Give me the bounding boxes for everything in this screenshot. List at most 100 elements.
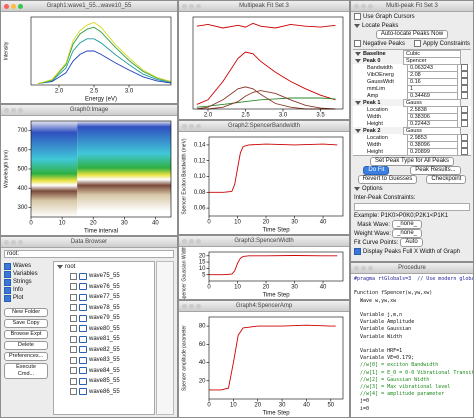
- title-bar[interactable]: Graph1:wave1_55...wave10_55: [1, 1, 177, 12]
- checkbox[interactable]: [354, 248, 361, 255]
- disclosure[interactable]: [355, 58, 361, 63]
- wave-name: wave75_55: [89, 273, 120, 280]
- title-bar[interactable]: Graph2:SpencerBandwidth: [179, 121, 349, 132]
- y-tick-label: 20: [199, 253, 206, 259]
- button[interactable]: Auto-locate Peaks Now: [375, 30, 449, 39]
- checkbox[interactable]: [70, 367, 77, 375]
- text-input[interactable]: [354, 202, 470, 211]
- graph-window[interactable]: Graph1:wave1_55...wave10_55 2.0 2.5 3.0 Ene…: [0, 0, 178, 104]
- hold-checkbox[interactable]: [461, 148, 468, 155]
- button[interactable]: Do Fit: [363, 166, 390, 175]
- hold-checkbox[interactable]: [461, 106, 468, 113]
- checkbox[interactable]: [70, 293, 77, 301]
- checkbox[interactable]: [4, 262, 11, 270]
- graph-window[interactable]: Graph2:SpencerBandwidth 0 10 20 30 40 0.06 0.0…: [178, 120, 350, 235]
- disclosure[interactable]: [354, 186, 360, 191]
- button[interactable]: New Folder: [4, 308, 48, 317]
- title-bar[interactable]: Multipeak Fit Set 3: [179, 1, 349, 12]
- checkbox[interactable]: [4, 270, 11, 278]
- option-row: Variables: [4, 270, 50, 278]
- hold-checkbox[interactable]: [461, 78, 468, 85]
- checkbox[interactable]: [70, 346, 77, 354]
- label: Fit Curve Points:: [354, 239, 399, 246]
- param-value[interactable]: 0.20899: [407, 147, 458, 156]
- button[interactable]: Save Copy: [4, 319, 48, 328]
- button[interactable]: Peak Results...: [410, 166, 461, 175]
- hold-checkbox[interactable]: [461, 64, 468, 71]
- button[interactable]: Execute Cmd...: [4, 363, 48, 379]
- code-editor[interactable]: #pragma rtGlobals=3 // Use modern global…: [351, 274, 473, 415]
- wave-row[interactable]: wave82_55: [54, 345, 154, 356]
- code-line: Variable HRF=1: [354, 347, 403, 354]
- checkbox[interactable]: [4, 294, 11, 302]
- wave-row[interactable]: wave80_55: [54, 324, 154, 335]
- hold-checkbox[interactable]: [461, 71, 468, 78]
- wave-row[interactable]: wave79_55: [54, 313, 154, 324]
- wave-row[interactable]: wave77_55: [54, 292, 154, 303]
- menu-button[interactable]: Set Peak Type for All Peaks: [370, 157, 454, 166]
- x-tick-label: 30: [279, 403, 286, 409]
- popup[interactable]: _none_: [392, 220, 423, 229]
- wave-row[interactable]: wave78_55: [54, 303, 154, 314]
- window-title: Graph0:Image: [69, 107, 109, 113]
- graph-window[interactable]: Graph3:SpencerWidth 0 10 20 30 40 5 10 15 20 Time…: [178, 235, 350, 300]
- button[interactable]: Preferences...: [4, 352, 48, 361]
- title-bar[interactable]: Graph4:SpencerAmp: [179, 301, 349, 312]
- checkbox[interactable]: [4, 278, 11, 286]
- wave-row[interactable]: wave85_55: [54, 376, 154, 387]
- wave-row[interactable]: wave86_55: [54, 387, 154, 398]
- title-bar[interactable]: Data Browser: [1, 237, 177, 248]
- wave-row[interactable]: wave81_55: [54, 334, 154, 345]
- checkbox[interactable]: [70, 388, 77, 396]
- fit-panel[interactable]: Multi-peak Fit Set 3 Use Graph Cursors L…: [350, 0, 474, 262]
- disclosure[interactable]: [355, 128, 361, 133]
- checkbox[interactable]: [70, 377, 77, 385]
- disclosure[interactable]: [354, 23, 360, 28]
- button[interactable]: Revert to Guesses: [357, 175, 418, 184]
- hold-checkbox[interactable]: [461, 120, 468, 127]
- disclosure[interactable]: [57, 264, 63, 269]
- checkbox[interactable]: [70, 356, 77, 364]
- popup[interactable]: _none_: [392, 229, 423, 238]
- checkbox[interactable]: [354, 40, 361, 47]
- button[interactable]: Delete: [4, 341, 48, 350]
- menu-button[interactable]: Checkpoint: [426, 175, 467, 184]
- hold-checkbox[interactable]: [461, 113, 468, 120]
- checkbox[interactable]: [4, 286, 11, 294]
- hold-checkbox[interactable]: [461, 134, 468, 141]
- wave-row[interactable]: wave75_55: [54, 271, 154, 282]
- path-field[interactable]: root:: [4, 250, 174, 258]
- x-tick-label: 40: [152, 221, 159, 227]
- checkbox[interactable]: [354, 13, 361, 20]
- series-line: [196, 97, 336, 108]
- procedure-window[interactable]: Procedure #pragma rtGlobals=3 // Use mod…: [350, 262, 474, 418]
- title-bar[interactable]: Multi-peak Fit Set 3: [351, 1, 473, 12]
- checkbox[interactable]: [413, 40, 421, 47]
- checkbox[interactable]: [70, 335, 77, 343]
- graph-window[interactable]: Graph0:Image 0 10 20 30 40 300 400 500 600 700 Tim…: [0, 104, 178, 236]
- checkbox[interactable]: [70, 283, 77, 291]
- graph-window[interactable]: Graph4:SpencerAmp 0 10 20 30 40 50 20 40 60 80 Tim…: [178, 300, 350, 418]
- title-bar[interactable]: Graph3:SpencerWidth: [179, 236, 349, 247]
- checkbox[interactable]: [70, 304, 77, 312]
- option-row: Info: [4, 286, 50, 294]
- graph-window[interactable]: Multipeak Fit Set 3 2.0 2.5 3.0 3.5: [178, 0, 350, 120]
- title-bar[interactable]: Procedure: [351, 263, 473, 274]
- wave-row[interactable]: wave76_55: [54, 282, 154, 293]
- button[interactable]: Browse Expt: [4, 330, 48, 339]
- hold-checkbox[interactable]: [461, 85, 468, 92]
- checkbox[interactable]: [70, 314, 77, 322]
- y-tick-label: 0.08: [194, 190, 206, 196]
- disclosure[interactable]: [355, 100, 361, 105]
- wave-row[interactable]: wave83_55: [54, 355, 154, 366]
- hold-checkbox[interactable]: [461, 141, 468, 148]
- hold-checkbox[interactable]: [461, 92, 468, 99]
- popup[interactable]: Auto: [400, 238, 423, 247]
- x-tick-label: 20: [263, 285, 270, 291]
- title-bar[interactable]: Graph0:Image: [1, 105, 177, 116]
- wave-row[interactable]: wave84_55: [54, 366, 154, 377]
- checkbox[interactable]: [70, 272, 77, 280]
- checkbox[interactable]: [70, 325, 77, 333]
- disclosure[interactable]: [355, 51, 361, 56]
- data-browser[interactable]: Data Browser root: Waves Variables Strings I…: [0, 236, 178, 418]
